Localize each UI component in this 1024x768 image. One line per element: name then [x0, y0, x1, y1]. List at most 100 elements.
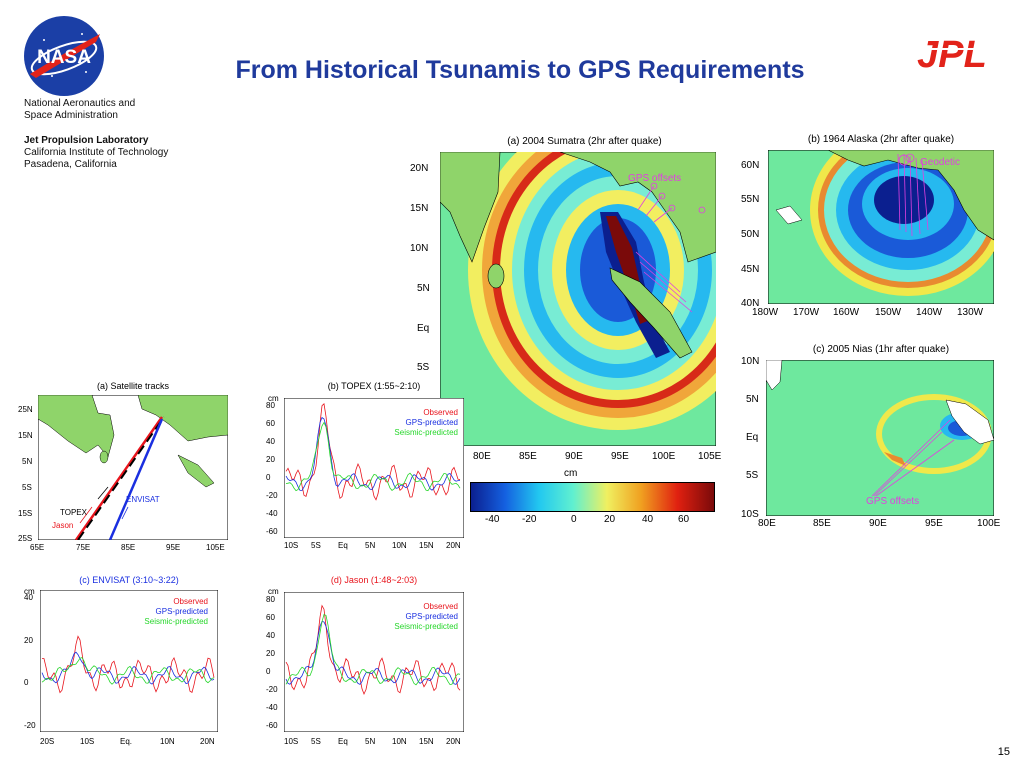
alaska-map: Geodetic: [767, 124, 1006, 305]
jpl-line-3: Pasadena, California: [24, 159, 117, 170]
y-tick-label: 0: [266, 667, 271, 676]
y-tick-label: 20: [24, 635, 33, 645]
y-tick-label: -40: [266, 509, 278, 518]
colorbar-tick: 40: [642, 514, 654, 525]
nias-lon-tick: 100E: [977, 518, 1001, 529]
nias-gps-vectors: [871, 419, 955, 497]
jpl-line-2: California Institute of Technology: [24, 147, 169, 158]
page-number: 15: [997, 746, 1010, 758]
jason-track-label: Jason: [52, 521, 74, 530]
x-tick-label: Eq: [338, 541, 348, 550]
alaska-lon-tick: 170W: [793, 307, 820, 318]
seismic-predicted-trace: [41, 657, 215, 685]
x-tick-label: 5S: [311, 737, 321, 746]
jpl-org: Jet Propulsion Laboratory California Ins…: [24, 135, 168, 171]
x-tick-label: 10S: [80, 737, 95, 746]
gps-predicted-trace: [285, 621, 461, 685]
jason-unit: cm: [268, 587, 279, 596]
sumatra-lat-tick: 20N: [410, 163, 429, 174]
y-tick-label: 60: [266, 419, 275, 428]
nasa-org: National Aeronautics and Space Administr…: [24, 98, 135, 122]
envisat-plot: [39, 589, 219, 733]
satellite-map-title: (a) Satellite tracks: [96, 381, 170, 391]
y-tick-label: 80: [266, 401, 275, 410]
x-tick-label: 15N: [419, 737, 434, 746]
nias-lat-tick: 10N: [741, 356, 760, 367]
legend-seismic: Seismic-predicted: [144, 617, 208, 626]
satellite-lat-tick: 5N: [22, 457, 33, 466]
y-tick-label: -60: [266, 527, 278, 536]
jpl-line-1: Jet Propulsion Laboratory: [24, 135, 149, 146]
y-tick-label: 40: [266, 437, 275, 446]
y-tick-label: 0: [24, 678, 29, 688]
nias-lon-tick: 95E: [925, 518, 943, 529]
alaska-lat-tick: 60N: [741, 160, 760, 171]
nasa-logo-text: NASA: [37, 47, 91, 68]
sumatra-map-title: (a) 2004 Sumatra (2hr after quake): [507, 136, 662, 147]
y-tick-label: 0: [266, 473, 271, 482]
nias-lat-tick: 5N: [746, 394, 759, 405]
legend-observed: Observed: [423, 408, 458, 417]
nias-lon-tick: 85E: [813, 518, 831, 529]
x-tick-label: 10N: [160, 737, 175, 746]
sumatra-lat-tick: 5N: [417, 283, 430, 294]
y-tick-label: 20: [266, 649, 275, 658]
jason-legend: Observed GPS-predicted Seismic-predicted: [340, 602, 458, 632]
y-tick-label: 40: [266, 631, 275, 640]
legend-observed: Observed: [423, 602, 458, 611]
seismic-predicted-trace: [285, 421, 461, 492]
alaska-lon-tick: 150W: [875, 307, 902, 318]
x-tick-label: 20N: [200, 737, 215, 746]
y-tick-label: -20: [266, 491, 278, 500]
sumatra-lon-tick: 85E: [519, 451, 537, 462]
nias-lat-tick: 10S: [741, 509, 759, 520]
y-tick-label: -20: [266, 685, 278, 694]
y-tick-label: 80: [266, 595, 275, 604]
observed-trace: [41, 635, 215, 694]
alaska-lat-tick: 40N: [741, 298, 760, 309]
y-tick-label: -20: [24, 721, 36, 730]
x-tick-label: 5S: [311, 541, 321, 550]
colorbar-tick: -40: [485, 514, 500, 525]
sumatra-lon-tick: 100E: [652, 451, 676, 462]
x-tick-label: 20N: [446, 737, 461, 746]
alaska-lon-tick: 130W: [957, 307, 984, 318]
org-line-2: Space Administration: [24, 110, 118, 121]
satellite-lat-tick: 15S: [18, 509, 33, 518]
colorbar-tick: -20: [522, 514, 537, 525]
colorbar-unit: cm: [564, 468, 578, 479]
nias-lon-tick: 80E: [758, 518, 776, 529]
org-line-1: National Aeronautics and: [24, 98, 136, 109]
satellite-lat-tick: 25N: [18, 405, 33, 414]
y-tick-label: 40: [24, 593, 33, 602]
nias-lat-tick: 5S: [746, 470, 759, 481]
sumatra-lon-tick: 105E: [698, 451, 722, 462]
envisat-track-label: ENVISAT: [126, 495, 160, 504]
x-tick-label: 5N: [365, 737, 376, 746]
alaska-lat-tick: 45N: [741, 264, 760, 275]
sumatra-lat-tick: 10N: [410, 243, 429, 254]
topex-unit: cm: [268, 394, 279, 403]
nias-lat-tick: Eq: [746, 432, 759, 443]
x-tick-label: 10N: [392, 541, 407, 550]
satellite-lon-tick: 65E: [30, 543, 45, 552]
colorbar-tick: 0: [571, 514, 577, 525]
alaska-lat-tick: 55N: [741, 194, 760, 205]
x-tick-label: Eq.: [120, 737, 133, 746]
nias-lon-tick: 90E: [869, 518, 887, 529]
observed-trace: [285, 402, 461, 501]
gps-predicted-trace: [41, 651, 215, 685]
seismic-predicted-trace: [285, 613, 461, 686]
satellite-lon-tick: 95E: [166, 543, 181, 552]
y-tick-label: 60: [266, 613, 275, 622]
x-tick-label: 20S: [40, 737, 55, 746]
page-title: From Historical Tsunamis to GPS Requirem…: [235, 56, 805, 84]
jpl-logo-text: JPL: [917, 34, 987, 72]
topex-plot-title: (b) TOPEX (1:55~2:10): [327, 381, 421, 391]
x-tick-label: 20N: [446, 541, 461, 550]
x-tick-label: 10N: [392, 737, 407, 746]
sumatra-map: GPS offsets: [439, 110, 768, 447]
x-tick-label: 10S: [284, 541, 299, 550]
envisat-unit: cm: [24, 587, 35, 596]
jason-plot: [283, 591, 465, 733]
